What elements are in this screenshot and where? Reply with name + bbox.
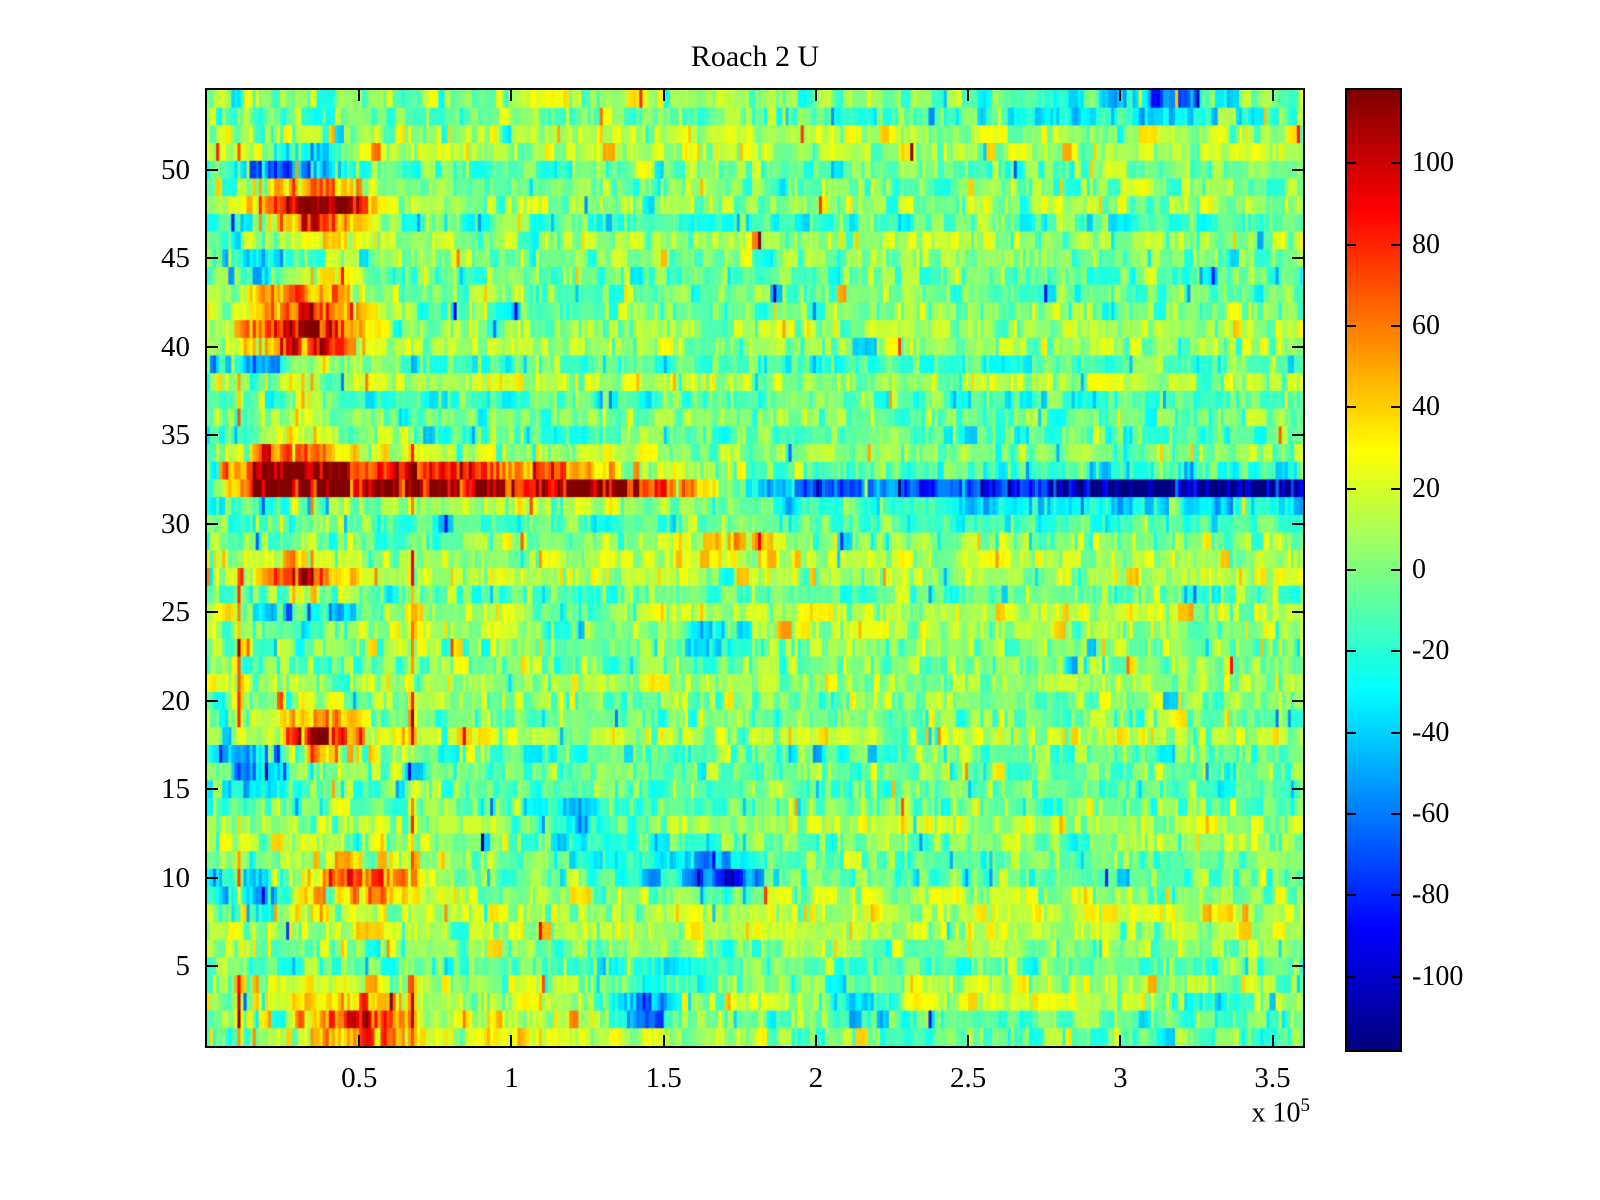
y-tick (207, 965, 218, 968)
colorbar-tick (1391, 487, 1400, 490)
colorbar-tick (1347, 813, 1356, 816)
y-tick (1292, 611, 1303, 614)
colorbar-tick (1391, 975, 1400, 978)
x-tick-label: 3 (1113, 1062, 1128, 1094)
colorbar-tick-label: 100 (1412, 147, 1454, 179)
y-tick (1292, 876, 1303, 879)
colorbar-tick (1391, 894, 1400, 897)
x-tick-label: 0.5 (341, 1062, 378, 1094)
y-tick (207, 699, 218, 702)
y-tick (207, 522, 218, 525)
y-tick-label: 30 (161, 507, 190, 540)
y-tick (207, 434, 218, 437)
colorbar-tick (1347, 731, 1356, 734)
colorbar-tick-label: 60 (1412, 309, 1440, 341)
heatmap-canvas (207, 90, 1303, 1046)
y-tick (207, 876, 218, 879)
y-tick-label: 40 (161, 330, 190, 363)
x-tick (662, 90, 665, 101)
y-tick-label: 25 (161, 596, 190, 629)
colorbar-tick (1391, 569, 1400, 571)
colorbar-tick-label: 0 (1412, 554, 1426, 585)
y-tick (1292, 522, 1303, 525)
y-tick (207, 168, 218, 171)
y-tick (207, 788, 218, 791)
y-tick (1292, 699, 1303, 702)
colorbar-tick (1347, 406, 1356, 409)
colorbar-tick-label: -80 (1412, 879, 1450, 911)
y-tick-label: 15 (161, 773, 190, 806)
colorbar-tick-label: 40 (1412, 391, 1440, 423)
y-tick (1292, 965, 1303, 968)
plot-area (205, 88, 1305, 1048)
x-tick (358, 1035, 361, 1046)
y-tick-label: 45 (161, 242, 190, 275)
x-tick-label: 1.5 (645, 1062, 682, 1094)
y-tick-label: 5 (175, 950, 191, 983)
multiplier-prefix: x 10 (1251, 1097, 1301, 1129)
multiplier-exponent: 5 (1300, 1095, 1311, 1116)
colorbar-tick (1391, 406, 1400, 409)
y-tick-label: 35 (161, 419, 190, 452)
x-tick-label: 1 (504, 1062, 519, 1094)
x-tick (1271, 1035, 1274, 1046)
colorbar-tick-label: 20 (1412, 472, 1440, 504)
chart-title: Roach 2 U (690, 40, 820, 73)
colorbar-tick-label: -40 (1412, 716, 1450, 748)
colorbar-tick (1347, 487, 1356, 490)
x-tick-label: 2 (808, 1062, 824, 1094)
x-tick (1271, 90, 1274, 101)
colorbar-tick (1391, 731, 1400, 734)
y-tick-label: 50 (161, 153, 190, 186)
x-tick (1119, 90, 1122, 101)
y-tick (1292, 788, 1303, 791)
y-tick (1292, 257, 1303, 260)
x-tick (967, 1035, 970, 1046)
y-tick (207, 257, 218, 260)
colorbar-tick (1347, 894, 1356, 897)
colorbar-tick (1391, 162, 1400, 165)
x-axis-multiplier: x 105 (1150, 1095, 1311, 1129)
x-tick-label: 3.5 (1254, 1062, 1291, 1094)
colorbar-tick (1391, 813, 1400, 816)
y-tick-label: 10 (161, 861, 190, 894)
colorbar-tick (1347, 650, 1356, 653)
x-tick (967, 90, 970, 101)
y-tick (207, 345, 218, 348)
colorbar-tick (1347, 975, 1356, 978)
colorbar-tick (1391, 650, 1400, 653)
x-tick (814, 1035, 817, 1046)
y-tick (1292, 168, 1303, 171)
x-tick (1119, 1035, 1122, 1046)
y-tick (1292, 434, 1303, 437)
colorbar-tick (1347, 243, 1356, 246)
colorbar (1345, 88, 1402, 1052)
colorbar-tick-label: -60 (1412, 798, 1450, 830)
x-tick (662, 1035, 665, 1046)
colorbar-tick (1347, 569, 1356, 571)
colorbar-tick (1347, 162, 1356, 165)
colorbar-tick-label: -100 (1412, 960, 1464, 992)
x-tick (358, 90, 361, 101)
x-tick-label: 2.5 (949, 1062, 987, 1094)
colorbar-tick (1347, 324, 1356, 327)
x-tick (510, 1035, 513, 1046)
colorbar-tick-label: -20 (1412, 635, 1450, 667)
colorbar-tick (1391, 243, 1400, 246)
colorbar-tick (1391, 324, 1400, 327)
colorbar-tick-label: 80 (1412, 228, 1440, 260)
y-tick-label: 20 (161, 684, 190, 717)
y-tick (207, 611, 218, 614)
y-tick (1292, 345, 1303, 348)
x-tick (814, 90, 817, 101)
x-tick (510, 90, 513, 101)
